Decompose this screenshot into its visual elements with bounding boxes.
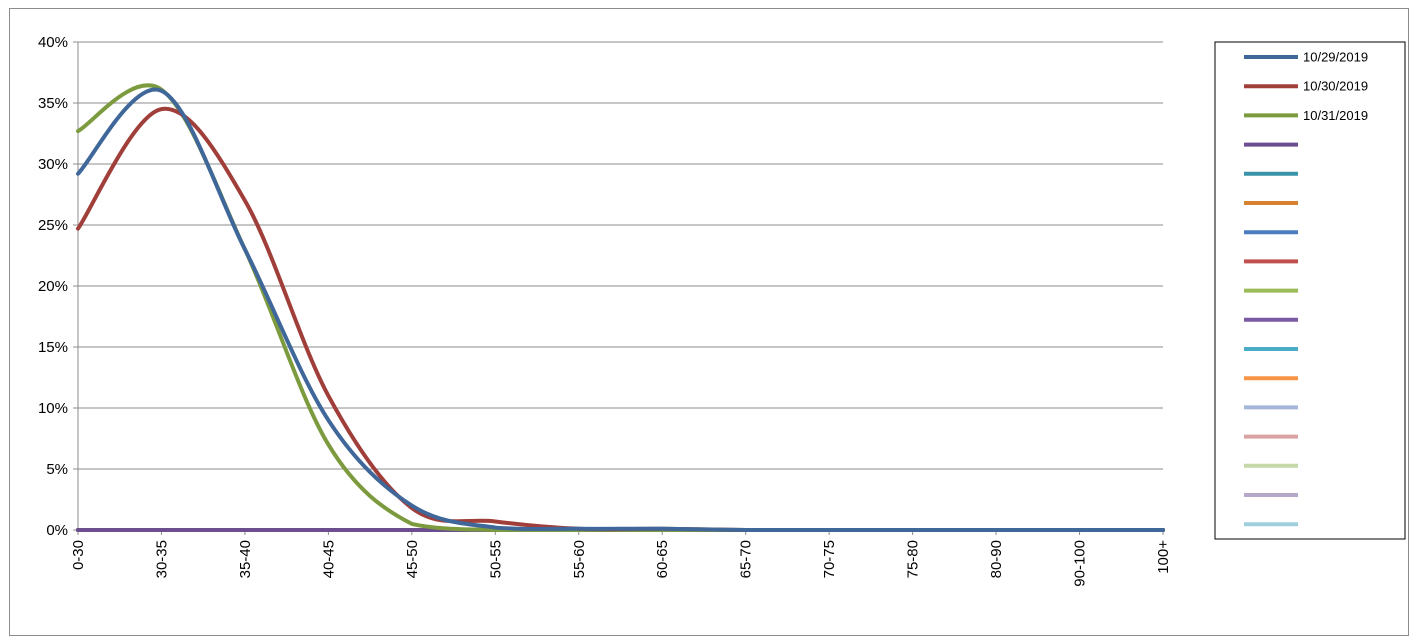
y-tick-label: 30% <box>38 156 68 173</box>
x-tick-label: 35-40 <box>237 540 254 578</box>
x-tick-label: 75-80 <box>905 540 922 578</box>
x-tick-label: 40-45 <box>320 540 337 578</box>
x-tick-label: 55-60 <box>571 540 588 578</box>
x-tick-label: 50-55 <box>487 540 504 578</box>
legend-label: 10/29/2019 <box>1303 50 1368 65</box>
legend-label: 10/31/2019 <box>1303 108 1368 123</box>
y-tick-label: 35% <box>38 95 68 112</box>
legend: 10/29/2019 10/30/2019 10/31/2019 <box>1214 41 1406 540</box>
y-tick-label: 40% <box>38 34 68 51</box>
x-tick-label: 70-75 <box>821 540 838 578</box>
x-tick-label: 45-50 <box>404 540 421 578</box>
x-tick-label: 90-100 <box>1072 540 1089 587</box>
x-tick-label: 60-65 <box>654 540 671 578</box>
legend-label: 10/30/2019 <box>1303 79 1368 94</box>
series-line-1 <box>76 107 1165 533</box>
x-tick-label: 65-70 <box>738 540 755 578</box>
chart-frame <box>9 8 1409 636</box>
gridlines <box>78 41 1163 470</box>
y-tick-label: 25% <box>38 217 68 234</box>
x-tick-label: 0-30 <box>70 540 87 570</box>
y-tick-label: 10% <box>38 400 68 417</box>
x-tick-label: 80-90 <box>988 540 1005 578</box>
series-line-0 <box>76 87 1165 533</box>
y-tick-label: 15% <box>38 339 68 356</box>
y-tick-label: 0% <box>46 522 68 539</box>
series-lines <box>76 83 1165 533</box>
y-tick-label: 5% <box>46 461 68 478</box>
axes: 0% 5% 10% 15% 20% 25% 30% 35% 40% 0-30 30-35 35-40 4… <box>38 34 1172 587</box>
y-tick-label: 20% <box>38 278 68 295</box>
series-line-2 <box>76 83 1165 533</box>
x-tick-label: 30-35 <box>153 540 170 578</box>
x-tick-label: 100+ <box>1155 540 1172 574</box>
